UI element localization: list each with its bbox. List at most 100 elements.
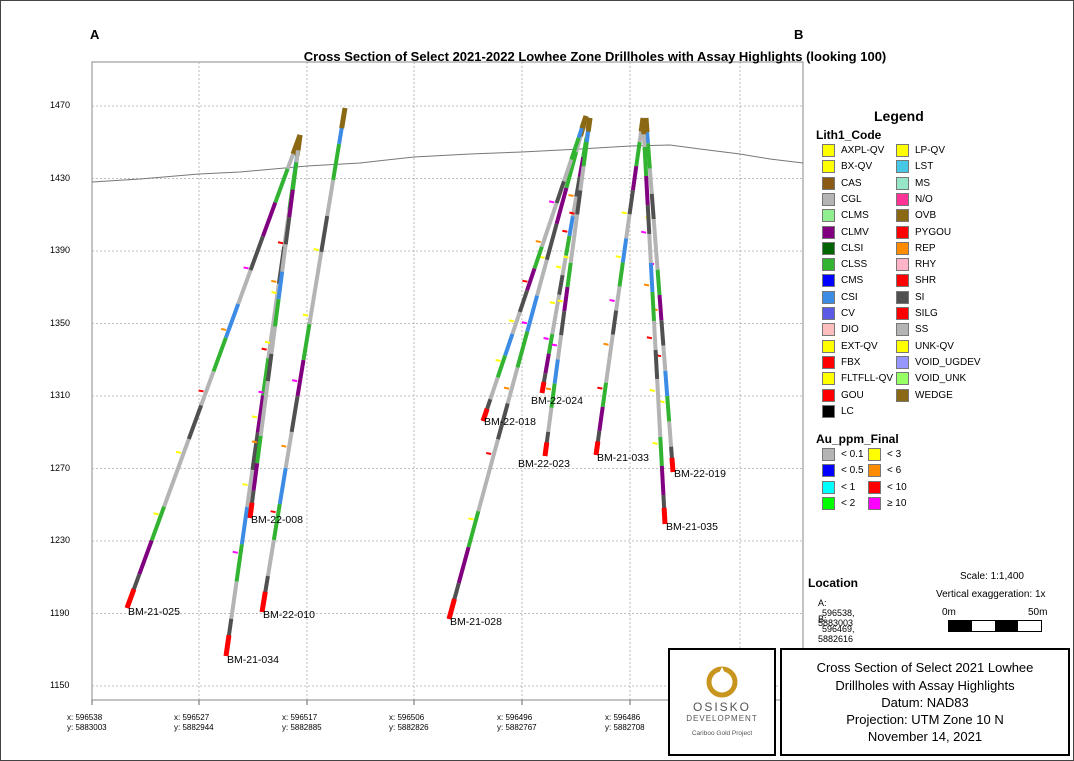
assay-highlight-mark	[468, 517, 474, 521]
assay-highlight-mark	[220, 327, 227, 331]
lith-code-item: CLMS	[822, 209, 869, 223]
lith-code-swatch	[896, 258, 909, 272]
assay-highlight-mark	[175, 450, 182, 454]
osisko-logo-icon	[706, 666, 738, 698]
lith-code-item: VOID_UGDEV	[896, 355, 981, 369]
drillhole-trace-segment	[663, 370, 670, 397]
logo-company-division: DEVELOPMENT	[686, 714, 758, 723]
company-logo-box: OSISKO DEVELOPMENT Cariboo Gold Project	[668, 648, 776, 756]
drillhole-trace-segment	[604, 358, 612, 384]
drillhole-trace-segment	[647, 168, 654, 195]
drillhole-trace-segment	[656, 407, 663, 438]
lith-code-item: RHY	[896, 258, 936, 272]
section-title: Cross Section of Select 2021-2022 Lowhee…	[303, 49, 887, 64]
section-end-b-label: B	[794, 27, 804, 42]
lith-code-swatch	[822, 209, 835, 223]
title-block-line-2: Drillholes with Assay Highlights	[835, 678, 1015, 693]
au-ppm-label: < 1	[841, 481, 856, 493]
coordinate-tick-easting: x: 596486	[605, 713, 641, 722]
drillhole-trace-segment	[525, 295, 540, 333]
lith-code-item: OVB	[896, 209, 936, 223]
assay-highlight-mark	[198, 389, 204, 393]
drillhole-trace-segment	[560, 255, 568, 276]
title-block: Cross Section of Select 2021 Lowhee Dril…	[780, 648, 1070, 756]
lith-code-item: N/O	[896, 192, 933, 206]
assay-highlight-mark	[643, 283, 650, 287]
lith-code-swatch	[822, 144, 835, 157]
lith-code-item: FBX	[822, 355, 860, 369]
drillhole-trace-segment	[554, 187, 569, 225]
lith-code-label: CAS	[841, 177, 862, 189]
lith-code-item: CAS	[822, 176, 862, 190]
drillhole-trace-segment	[655, 378, 661, 409]
assay-highlight-mark	[302, 313, 309, 317]
au-ppm-swatch	[822, 448, 835, 461]
title-block-date: November 14, 2021	[867, 729, 983, 744]
drillhole-trace-segment	[223, 303, 241, 339]
lith-code-swatch	[896, 160, 909, 174]
coordinate-tick-northing: y: 5882826	[389, 723, 429, 732]
lith-code-label: GOU	[841, 389, 864, 401]
lith-code-label: AXPL-QV	[841, 145, 885, 157]
drillhole-trace-segment	[295, 359, 306, 397]
au-ppm-swatch	[868, 496, 881, 510]
drillhole-trace-segment	[535, 259, 549, 297]
lith-code-swatch	[896, 225, 909, 239]
lith-code-item: FLTFLL-QV	[822, 372, 893, 386]
assay-highlight-mark	[549, 301, 556, 305]
assay-highlight-mark	[551, 343, 558, 347]
vertical-exaggeration: Vertical exaggeration: 1x	[936, 589, 1046, 600]
drillhole-trace-segment	[614, 286, 622, 311]
drillhole-trace-segment	[313, 251, 324, 289]
drillhole-trace-segment	[655, 269, 662, 296]
assay-highlight-mark	[271, 291, 277, 295]
drillhole-trace-segment	[266, 320, 276, 359]
assay-highlight-mark	[621, 211, 628, 215]
location-a-value: 596538, 5883003	[818, 608, 855, 628]
drillhole-collar-marker	[295, 134, 303, 151]
drillhole-trace-segment	[495, 355, 507, 379]
drillhole-collar-marker	[585, 117, 593, 132]
drillhole-end-marker	[539, 381, 547, 394]
assay-highlight-mark	[659, 400, 665, 404]
drillhole-end-marker	[661, 507, 668, 525]
drillhole-trace-segment	[276, 271, 285, 300]
drillhole-trace-segment	[634, 141, 642, 167]
assay-highlight-mark	[609, 298, 615, 302]
lith-code-label: SHR	[915, 275, 937, 287]
lith-code-label: SI	[915, 291, 925, 303]
lith-code-item: LP-QV	[896, 144, 945, 157]
drillhole-trace-segment	[261, 201, 278, 238]
drillhole-trace-segment	[569, 137, 581, 161]
drillhole-label: BM-22-010	[263, 609, 315, 621]
lith-code-item: SHR	[896, 274, 937, 288]
drillhole-trace-segment	[505, 366, 520, 404]
drillhole-trace-segment	[331, 143, 342, 181]
location-a-row: A: 596538, 5883003	[818, 598, 855, 628]
au-ppm-swatch	[868, 448, 881, 461]
lith-code-item: AXPL-QV	[822, 144, 884, 157]
drillhole-collar-marker	[643, 117, 650, 133]
assay-highlight-mark	[486, 452, 492, 455]
lith-code-item: SILG	[896, 307, 938, 320]
drillhole-trace-segment	[550, 314, 558, 335]
location-b-label: B:	[818, 614, 827, 624]
drillhole-trace-segment	[661, 345, 668, 372]
drillhole-trace-segment	[645, 204, 652, 235]
drillhole-trace-segment	[236, 269, 253, 305]
lith-code-swatch	[896, 241, 909, 255]
lith-code-item: CGL	[822, 192, 862, 206]
drillhole-trace-segment	[642, 146, 649, 177]
lith-code-swatch	[896, 192, 909, 206]
drillhole-trace-segment	[565, 262, 573, 288]
drillhole-trace-segment	[544, 223, 559, 261]
drillhole-trace-segment	[581, 141, 589, 167]
lith-code-item: PYGOU	[896, 225, 951, 239]
drillhole-trace-segment	[610, 310, 619, 335]
lith-code-swatch	[822, 192, 835, 206]
lith-code-swatch	[896, 290, 909, 304]
drillhole-trace-segment	[245, 469, 255, 508]
lith-code-label: EXT-QV	[841, 340, 878, 352]
drillhole-collar-marker	[339, 107, 348, 129]
au-ppm-label: < 0.5	[841, 465, 864, 477]
